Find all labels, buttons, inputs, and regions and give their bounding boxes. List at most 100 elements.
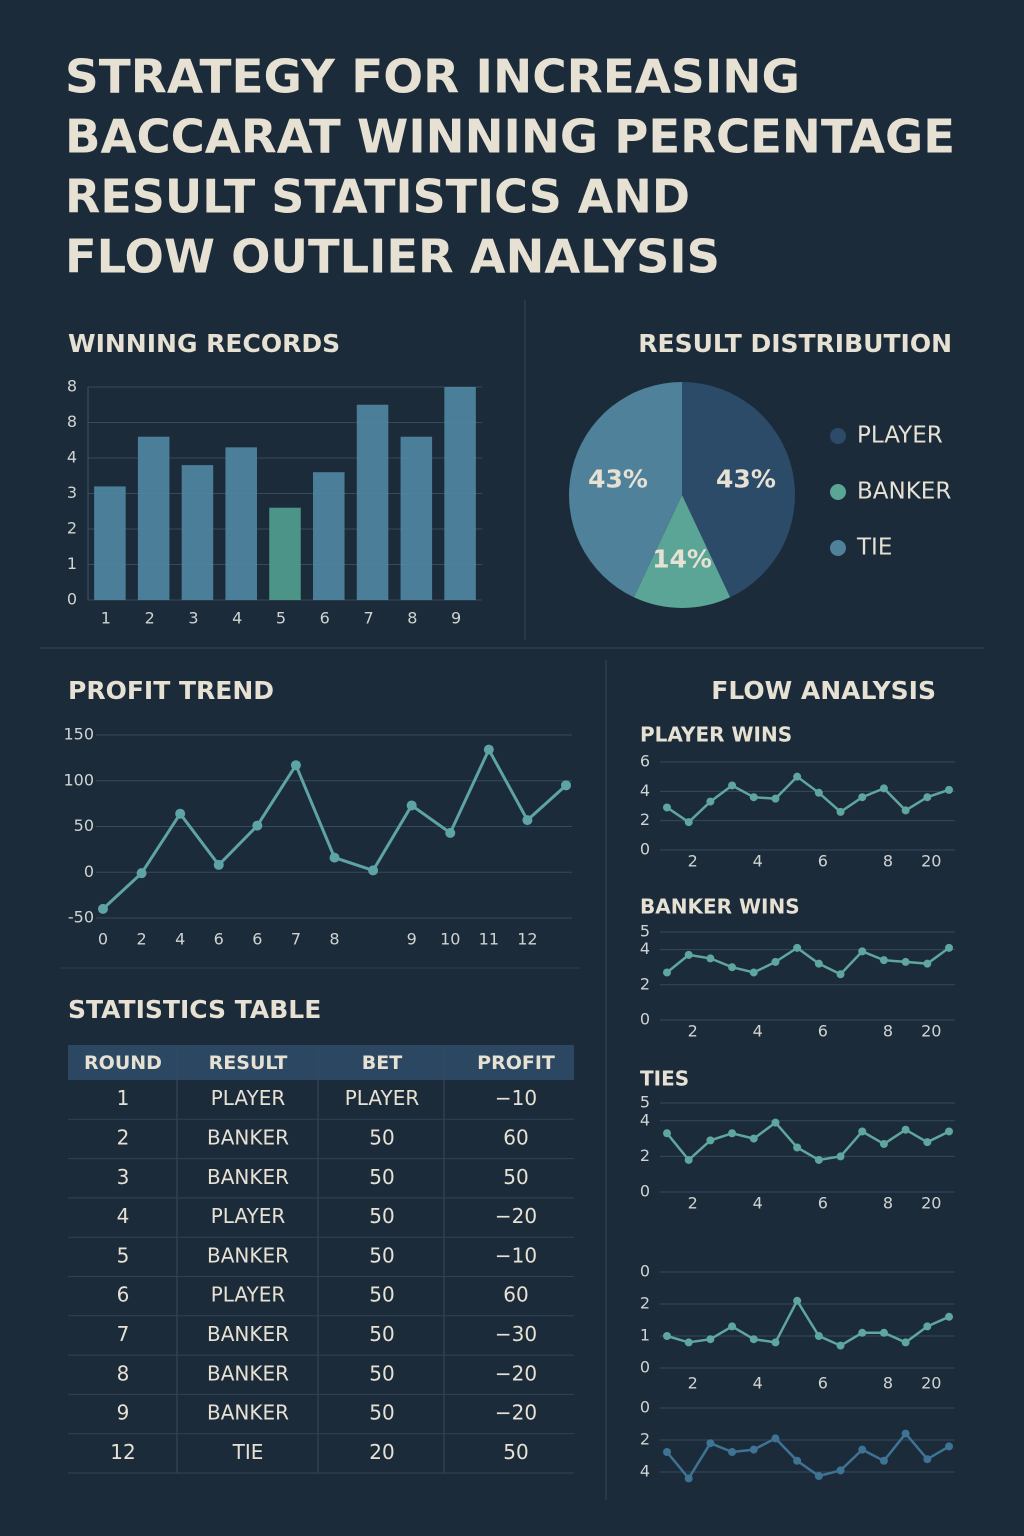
page-title: RESULT STATISTICS AND: [65, 170, 690, 224]
point: [793, 1296, 802, 1305]
y-tick-label: 0: [640, 1358, 650, 1377]
point: [136, 868, 147, 879]
x-tick-label: 20: [921, 1194, 941, 1213]
y-tick-label: 0: [640, 840, 650, 859]
x-tick-label: 12: [517, 930, 537, 949]
page-title: STRATEGY FOR INCREASING: [65, 50, 800, 104]
table-title: STATISTICS TABLE: [68, 995, 321, 1024]
point: [879, 1328, 888, 1337]
point: [901, 1125, 910, 1134]
y-tick-label: -50: [68, 908, 94, 927]
table-cell: 3: [117, 1165, 130, 1189]
point: [771, 1434, 780, 1443]
x-tick-label: 6: [818, 1022, 828, 1041]
y-tick-label: 6: [640, 752, 650, 771]
y-tick-label: 5: [640, 922, 650, 941]
section-title: FLOW ANALYSIS: [711, 676, 936, 705]
y-tick-label: 0: [67, 590, 77, 609]
point: [793, 943, 802, 952]
table-header: PROFIT: [477, 1052, 555, 1074]
x-tick-label: 10: [440, 930, 460, 949]
table-cell: 12: [110, 1440, 135, 1464]
point: [368, 865, 379, 876]
point: [252, 820, 263, 831]
x-tick-label: 2: [688, 1022, 698, 1041]
legend-swatch: [830, 428, 846, 444]
table-cell: 7: [117, 1322, 130, 1346]
point: [771, 1338, 780, 1347]
point: [879, 956, 888, 965]
bar: [444, 387, 476, 600]
point: [684, 818, 693, 827]
table-cell: 50: [369, 1322, 394, 1346]
x-tick-label: 2: [136, 930, 146, 949]
y-tick-label: 0: [640, 1262, 650, 1281]
table-cell: BANKER: [207, 1243, 289, 1267]
point: [728, 1322, 737, 1331]
point: [945, 785, 953, 794]
x-tick-label: 7: [363, 609, 373, 628]
x-tick-label: 2: [688, 852, 698, 871]
table-cell: BANKER: [207, 1165, 289, 1189]
x-tick-label: 20: [921, 852, 941, 871]
y-tick-label: 2: [640, 974, 650, 993]
point: [879, 1456, 888, 1465]
x-tick-label: 8: [883, 852, 893, 871]
y-tick-label: 2: [67, 519, 77, 538]
point: [858, 1127, 867, 1136]
x-tick-label: 6: [252, 930, 262, 949]
y-tick-label: 3: [67, 483, 77, 502]
chart-title: BANKER WINS: [640, 895, 800, 919]
legend-label: BANKER: [857, 479, 951, 505]
pie-slice: [682, 382, 796, 598]
table-cell: 50: [369, 1204, 394, 1228]
table-cell: BANKER: [207, 1322, 289, 1346]
x-tick-label: 4: [175, 930, 185, 949]
point: [858, 1328, 867, 1337]
x-tick-label: 20: [921, 1022, 941, 1041]
pie-slice: [568, 382, 682, 598]
table-cell: −20: [495, 1401, 537, 1425]
point: [213, 859, 224, 870]
point: [561, 780, 571, 791]
point: [945, 943, 953, 952]
point: [329, 852, 340, 863]
point: [663, 803, 671, 812]
x-tick-label: 8: [883, 1194, 893, 1213]
point: [445, 827, 456, 838]
point: [98, 903, 108, 914]
point: [771, 794, 780, 803]
table-cell: 50: [369, 1243, 394, 1267]
table-cell: 1: [117, 1086, 130, 1110]
x-tick-label: 0: [98, 930, 108, 949]
table-header: BET: [362, 1052, 402, 1074]
point: [749, 968, 758, 977]
table-header-bg: [68, 1045, 574, 1080]
point: [290, 760, 301, 771]
point: [728, 1129, 737, 1138]
point: [923, 1455, 932, 1464]
x-tick-label: 20: [921, 1374, 941, 1393]
y-tick-label: 4: [640, 1110, 650, 1129]
point: [684, 1155, 693, 1164]
table-cell: 50: [369, 1283, 394, 1307]
y-tick-label: 2: [640, 810, 650, 829]
table-cell: 60: [503, 1283, 528, 1307]
y-tick-label: 4: [67, 448, 77, 467]
bar: [356, 404, 389, 600]
chart-title: RESULT DISTRIBUTION: [638, 329, 952, 358]
x-tick-label: 6: [214, 930, 224, 949]
point: [749, 1445, 758, 1454]
y-tick-label: 50: [74, 816, 94, 835]
y-tick-label: 0: [84, 862, 94, 881]
table-cell: TIE: [232, 1440, 264, 1464]
point: [901, 1429, 910, 1438]
legend-swatch: [830, 484, 846, 500]
table-cell: 8: [117, 1361, 130, 1385]
table-cell: 60: [503, 1125, 528, 1149]
bar: [400, 436, 433, 600]
point: [771, 957, 780, 966]
x-tick-label: 4: [232, 609, 242, 628]
chart-title: WINNING RECORDS: [68, 329, 340, 358]
